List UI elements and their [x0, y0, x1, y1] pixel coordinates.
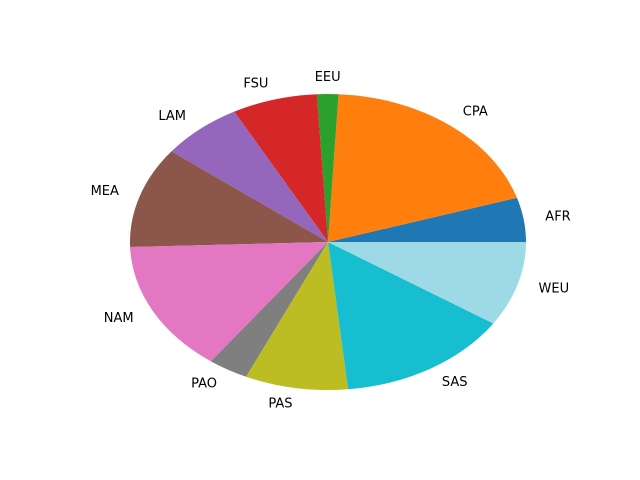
pie-slice-cpa	[328, 94, 517, 243]
pie-label-pas: PAS	[268, 397, 292, 412]
pie-slice-afr	[328, 197, 526, 242]
pie-slice-nam	[130, 242, 328, 362]
pie-label-sas: SAS	[442, 375, 468, 390]
pie-label-pao: PAO	[191, 376, 217, 391]
pie-label-nam: NAM	[104, 311, 134, 326]
pie-slices	[129, 93, 526, 391]
pie-slice-eeu	[316, 93, 339, 243]
pie-slice-pao	[210, 242, 328, 377]
pie-label-weu: WEU	[539, 282, 570, 297]
pie-labels: AFR CPA EEU FSU LAM MEA NAM PAO PAS SAS WEU	[91, 70, 571, 411]
pie-slice-lam	[171, 111, 328, 242]
pie-label-eeu: EEU	[315, 70, 341, 85]
pie-label-mea: MEA	[91, 184, 119, 199]
pie-label-fsu: FSU	[243, 76, 268, 91]
pie-slice-fsu	[234, 94, 328, 242]
pie-label-afr: AFR	[545, 210, 570, 225]
pie-slice-pas	[246, 242, 349, 391]
pie-slice-sas	[328, 242, 494, 390]
pie-slice-mea	[129, 151, 328, 247]
pie-label-cpa: CPA	[463, 105, 488, 120]
pie-slice-weu	[328, 242, 526, 324]
pie-label-lam: LAM	[158, 109, 186, 124]
